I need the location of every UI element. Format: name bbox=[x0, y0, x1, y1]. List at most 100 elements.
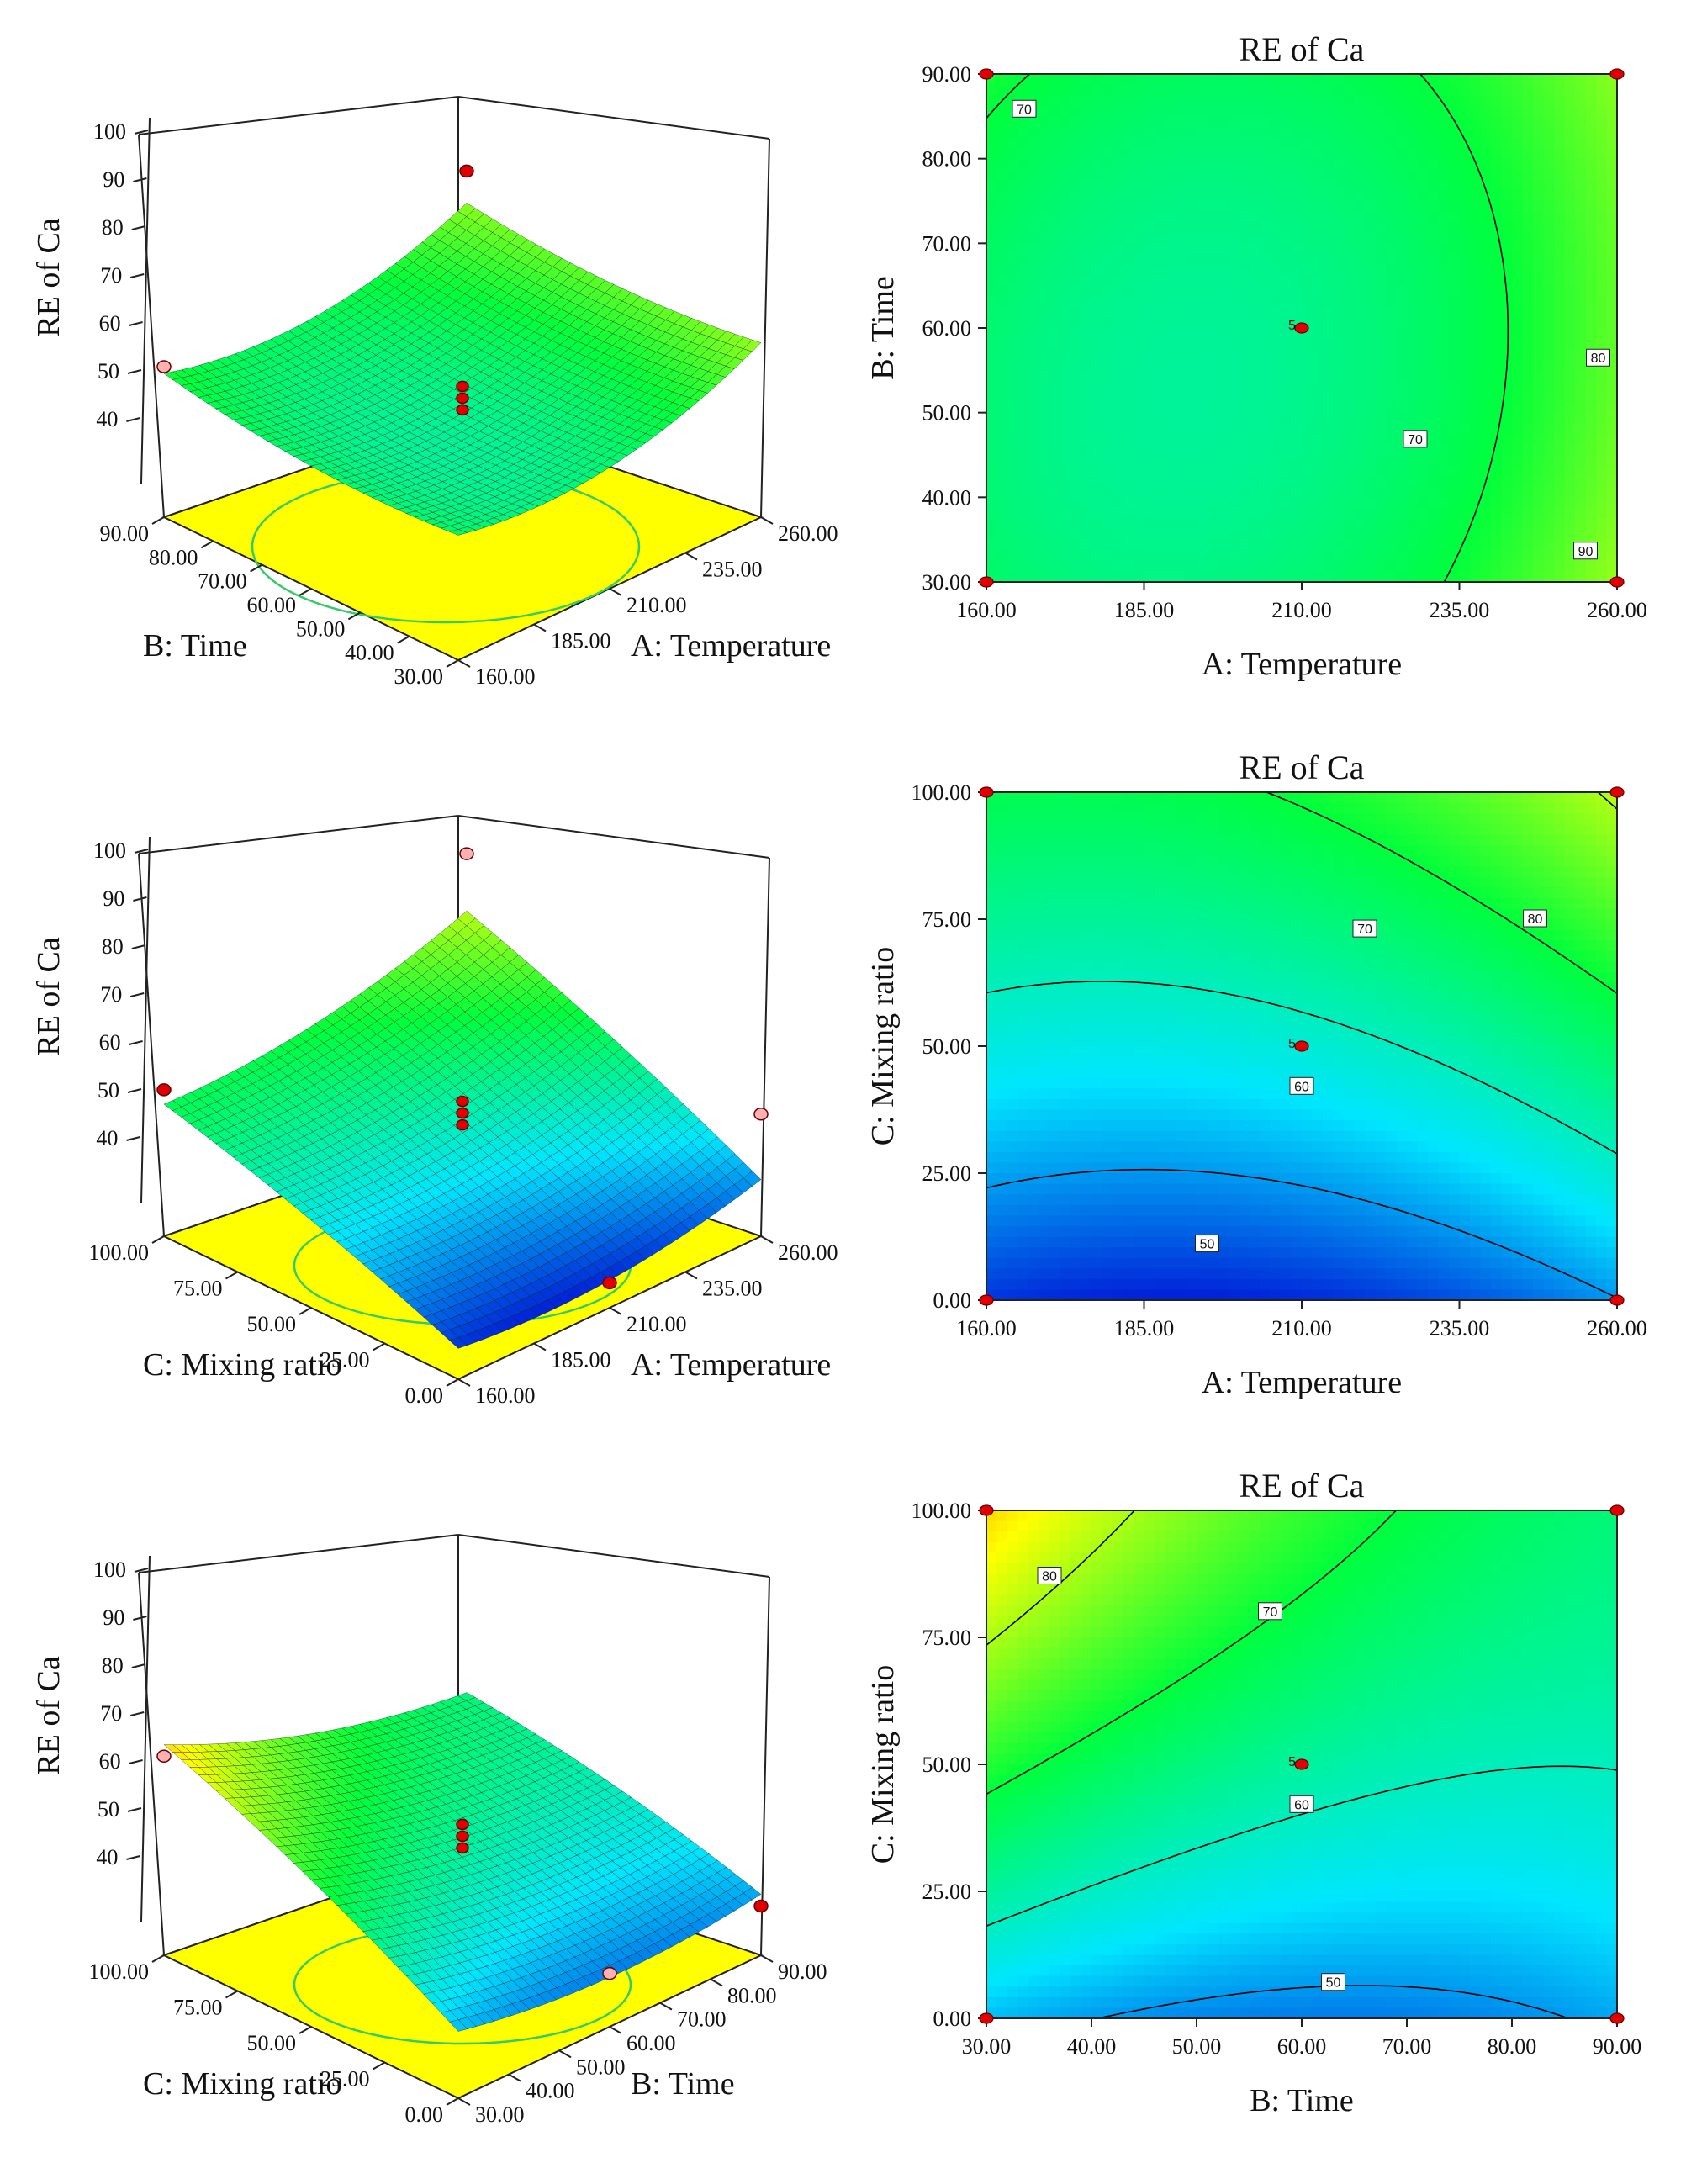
x-tick-label: 260.00 bbox=[778, 1240, 838, 1265]
x-tick-mark bbox=[684, 552, 698, 561]
contour-value-label: 60 bbox=[1289, 1076, 1314, 1095]
center-point bbox=[1294, 1758, 1309, 1770]
x-tick-label: 40.00 bbox=[1067, 2034, 1117, 2059]
box-edge bbox=[138, 96, 459, 135]
contour-value-label: 60 bbox=[1289, 1795, 1314, 1813]
x-tick-label: 40.00 bbox=[526, 2079, 575, 2103]
y-tick-mark bbox=[347, 611, 361, 621]
x-tick-mark bbox=[457, 659, 471, 668]
x-tick-label: 90.00 bbox=[778, 1959, 827, 1984]
z-tick-mark bbox=[129, 1040, 143, 1045]
design-point bbox=[753, 1108, 769, 1121]
y-tick-label: 30.00 bbox=[394, 664, 444, 689]
design-point bbox=[979, 786, 994, 798]
contour-title: RE of Ca bbox=[1239, 1467, 1365, 1504]
y-tick-label: 40.00 bbox=[922, 485, 972, 510]
contour-line-80 bbox=[1597, 791, 1618, 810]
design-point bbox=[1609, 2012, 1625, 2024]
z-tick-mark bbox=[134, 849, 149, 854]
z-tick-mark bbox=[127, 1088, 142, 1093]
design-point-replicate bbox=[456, 1818, 469, 1831]
contour-value-text: 60 bbox=[1294, 1798, 1309, 1812]
y-tick-label: 30.00 bbox=[922, 570, 972, 595]
z-tick-mark bbox=[127, 1807, 142, 1812]
x-tick-mark bbox=[684, 1271, 698, 1280]
y-tick-label: 70.00 bbox=[922, 231, 972, 256]
x-tick-label: 160.00 bbox=[475, 1383, 536, 1408]
y-tick-label: 40.00 bbox=[345, 641, 394, 665]
z-tick-mark bbox=[131, 225, 146, 230]
y-tick-mark bbox=[225, 1271, 238, 1280]
z-tick-label: 100 bbox=[93, 1557, 126, 1582]
design-point bbox=[1609, 786, 1625, 798]
y-axis-title: C: Mixing ratio bbox=[143, 1347, 341, 1383]
design-point-replicate bbox=[456, 404, 469, 416]
z-tick-mark bbox=[127, 369, 142, 374]
box-edge bbox=[457, 96, 770, 140]
x-tick-label: 70.00 bbox=[677, 2007, 727, 2032]
z-tick-mark bbox=[134, 130, 149, 135]
contour-value-text: 80 bbox=[1528, 912, 1543, 927]
z-tick-label: 60 bbox=[99, 311, 121, 336]
y-tick-mark bbox=[446, 659, 459, 668]
z-tick-mark bbox=[129, 1759, 143, 1764]
x-tick-label: 260.00 bbox=[1587, 1316, 1647, 1341]
x-tick-label: 185.00 bbox=[551, 1348, 611, 1372]
z-tick-mark bbox=[126, 1136, 140, 1141]
y-tick-label: 0.00 bbox=[405, 2102, 444, 2127]
y-tick-label: 0.00 bbox=[933, 2007, 972, 2031]
center-point bbox=[1294, 1040, 1309, 1052]
box-edge bbox=[138, 1572, 165, 1956]
z-tick-label: 40 bbox=[96, 407, 118, 431]
box-edge bbox=[457, 815, 770, 859]
design-point bbox=[979, 1504, 994, 1516]
y-axis-title: C: Mixing ratio bbox=[865, 1665, 901, 1864]
box-edge bbox=[138, 1534, 459, 1573]
z-tick-mark bbox=[129, 1711, 145, 1716]
x-tick-mark bbox=[533, 623, 547, 632]
x-tick-mark bbox=[760, 516, 774, 525]
design-point bbox=[459, 164, 474, 178]
y-tick-label: 75.00 bbox=[922, 1626, 972, 1650]
design-point-replicate bbox=[456, 1118, 469, 1131]
y-tick-label: 80.00 bbox=[149, 545, 198, 569]
z-tick-label: 50 bbox=[98, 1797, 119, 1822]
y-tick-label: 50.00 bbox=[922, 1034, 972, 1059]
x-tick-mark bbox=[659, 2002, 673, 2011]
y-tick-label: 90.00 bbox=[100, 521, 150, 546]
y-tick-mark bbox=[151, 1954, 165, 1963]
contour-value-text: 50 bbox=[1326, 1976, 1341, 1991]
y-tick-mark bbox=[299, 588, 312, 596]
y-tick-mark bbox=[446, 1378, 459, 1387]
contour-value-label: 70 bbox=[1403, 430, 1428, 448]
y-tick-label: 50.00 bbox=[922, 401, 972, 426]
z-tick-mark bbox=[133, 1616, 147, 1621]
z-tick-mark bbox=[134, 1568, 149, 1573]
contour-heatmap bbox=[986, 1510, 1618, 2019]
design-point bbox=[1609, 68, 1625, 80]
contour-value-label: 70 bbox=[1012, 99, 1037, 118]
design-point-replicate bbox=[456, 1830, 469, 1843]
x-tick-label: 235.00 bbox=[1430, 598, 1490, 622]
x-axis-title: A: Temperature bbox=[631, 1347, 831, 1383]
contour-value-label: 80 bbox=[1037, 1567, 1062, 1585]
z-tick-label: 90 bbox=[103, 886, 124, 911]
x-tick-mark bbox=[710, 1978, 723, 1987]
z-tick-label: 80 bbox=[102, 1653, 124, 1678]
design-point-replicate bbox=[456, 380, 469, 393]
x-tick-label: 30.00 bbox=[475, 2102, 525, 2127]
contour-panel-2: RE of Ca 160.00 185.00 210.00 235.00 260.00 A:… bbox=[865, 748, 1647, 1400]
contour-value-text: 80 bbox=[1591, 352, 1606, 366]
z-tick-mark bbox=[126, 417, 140, 422]
design-point bbox=[1609, 576, 1625, 588]
x-tick-mark bbox=[457, 1378, 471, 1387]
y-tick-mark bbox=[299, 2026, 312, 2034]
x-axis-title: A: Temperature bbox=[1202, 647, 1402, 682]
contour-heatmap bbox=[986, 74, 1618, 583]
contour-value-text: 70 bbox=[1357, 923, 1372, 937]
center-point-count: 5 bbox=[1288, 1755, 1296, 1769]
design-point bbox=[979, 1294, 994, 1306]
z-tick-mark bbox=[131, 1663, 146, 1668]
